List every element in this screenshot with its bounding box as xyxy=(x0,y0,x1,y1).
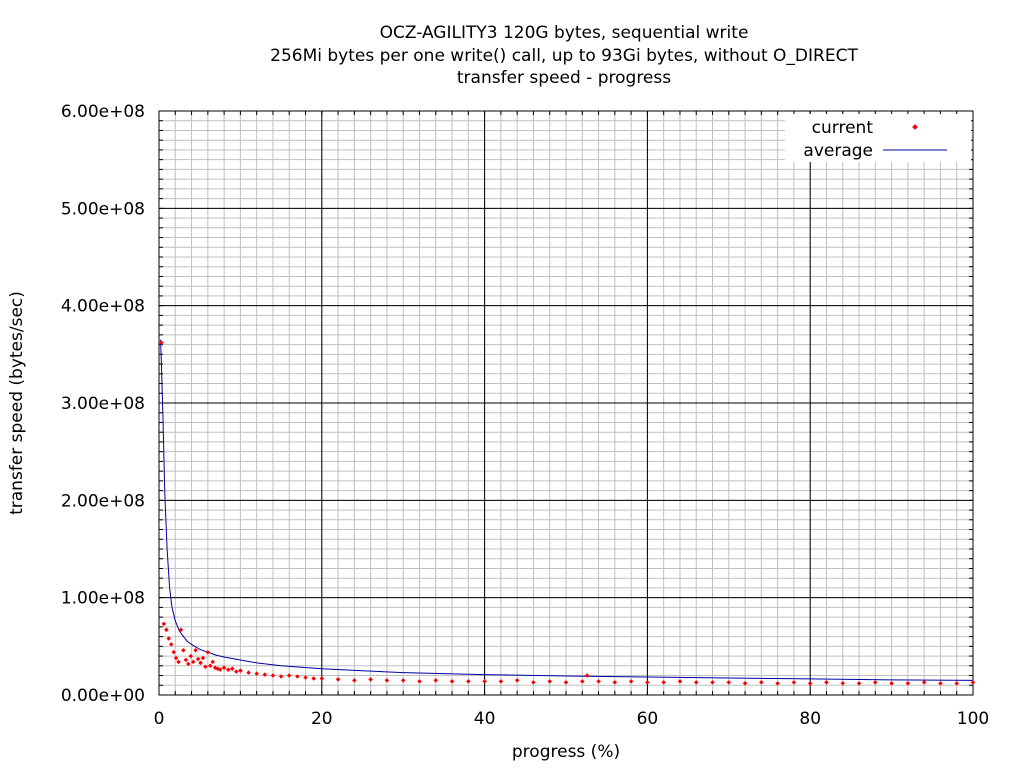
series-layer xyxy=(159,339,976,686)
current-data-point xyxy=(270,673,276,678)
chart-title-line-2: 256Mi bytes per one write() call, up to … xyxy=(270,46,858,66)
current-data-point xyxy=(246,670,251,675)
current-data-point xyxy=(514,678,520,683)
current-data-point xyxy=(210,659,215,665)
current-data-point xyxy=(726,680,732,685)
current-data-point xyxy=(498,679,504,684)
current-data-point xyxy=(563,680,569,685)
current-data-point xyxy=(278,674,284,679)
chart-title-line-3: transfer speed - progress xyxy=(457,68,671,88)
current-data-point xyxy=(225,667,231,672)
current-data-point xyxy=(580,679,585,684)
current-data-point xyxy=(295,674,300,679)
current-data-point xyxy=(205,649,211,655)
chart-title-line-1: OCZ-AGILITY3 120G bytes, sequential writ… xyxy=(380,23,749,43)
x-tick-label: 100 xyxy=(957,709,989,729)
current-data-point xyxy=(203,664,208,670)
current-data-point xyxy=(352,678,357,683)
x-tick-label: 20 xyxy=(311,709,333,729)
current-data-point xyxy=(303,675,308,680)
average-series-line xyxy=(160,339,974,681)
current-data-point xyxy=(368,677,373,682)
current-data-point xyxy=(531,680,536,685)
current-data-point xyxy=(547,679,552,684)
current-data-point xyxy=(161,621,167,627)
current-data-point xyxy=(677,679,683,684)
x-tick-labels: 0 20 40 60 80 100 xyxy=(154,709,990,729)
current-data-point xyxy=(234,669,239,674)
current-data-point xyxy=(693,680,699,685)
x-tick-label: 80 xyxy=(799,709,821,729)
current-data-point xyxy=(759,680,764,685)
current-data-point xyxy=(612,680,618,685)
y-tick-label: 6.00e+08 xyxy=(61,102,145,122)
current-data-point xyxy=(229,666,235,671)
current-data-point xyxy=(181,647,186,653)
axis-ticks xyxy=(158,110,974,696)
current-data-point xyxy=(311,676,316,681)
current-data-point xyxy=(628,679,634,684)
current-data-point xyxy=(286,673,292,678)
current-data-point xyxy=(193,647,198,653)
current-data-point xyxy=(661,680,666,685)
x-tick-label: 60 xyxy=(637,709,659,729)
current-data-point xyxy=(584,673,590,678)
legend-box xyxy=(785,114,971,162)
y-tick-label: 2.00e+08 xyxy=(61,491,145,511)
current-data-point xyxy=(183,657,189,663)
current-data-point xyxy=(433,678,439,683)
current-data-point xyxy=(176,659,181,665)
current-data-point xyxy=(938,681,943,686)
current-data-point xyxy=(596,679,601,684)
current-data-point xyxy=(954,681,959,686)
x-tick-label: 40 xyxy=(474,709,496,729)
y-tick-label: 1.00e+08 xyxy=(61,589,145,609)
current-data-point xyxy=(238,668,243,673)
current-data-point xyxy=(178,627,184,633)
current-data-point xyxy=(173,655,179,661)
x-axis-label: progress (%) xyxy=(512,742,620,762)
current-data-point xyxy=(482,679,487,684)
current-data-point xyxy=(400,678,406,683)
x-tick-label: 0 xyxy=(154,709,165,729)
y-axis-label: transfer speed (bytes/sec) xyxy=(7,291,27,515)
current-data-point xyxy=(645,680,650,685)
legend-label-average: average xyxy=(803,141,873,161)
current-data-point xyxy=(710,680,715,685)
current-data-point xyxy=(775,681,780,686)
current-data-point xyxy=(208,663,213,669)
current-data-point xyxy=(171,649,176,655)
current-data-point xyxy=(188,653,194,659)
y-tick-label: 5.00e+08 xyxy=(61,199,145,219)
current-data-point xyxy=(824,680,829,685)
current-data-point xyxy=(198,660,203,666)
current-data-point xyxy=(466,679,471,684)
current-data-point xyxy=(807,681,813,686)
current-data-point xyxy=(856,681,862,686)
current-data-point xyxy=(195,656,201,662)
legend-marker-current xyxy=(912,124,918,130)
legend: current average xyxy=(785,114,971,162)
legend-label-current: current xyxy=(812,118,874,138)
current-data-point xyxy=(335,677,341,682)
y-tick-label: 4.00e+08 xyxy=(61,297,145,317)
current-data-point xyxy=(449,679,455,684)
current-data-point xyxy=(384,678,390,683)
current-data-point xyxy=(417,679,422,684)
current-data-point xyxy=(319,676,325,681)
current-data-point xyxy=(791,680,797,685)
current-data-point xyxy=(262,672,268,677)
y-tick-label: 0.00e+00 xyxy=(61,686,145,706)
current-data-point xyxy=(840,681,846,686)
y-tick-label: 3.00e+08 xyxy=(61,394,145,414)
current-data-point xyxy=(164,627,169,633)
y-tick-labels: 0.00e+00 1.00e+08 2.00e+08 3.00e+08 4.00e+08… xyxy=(61,102,145,706)
current-data-point xyxy=(921,680,927,685)
current-data-point xyxy=(873,680,878,685)
